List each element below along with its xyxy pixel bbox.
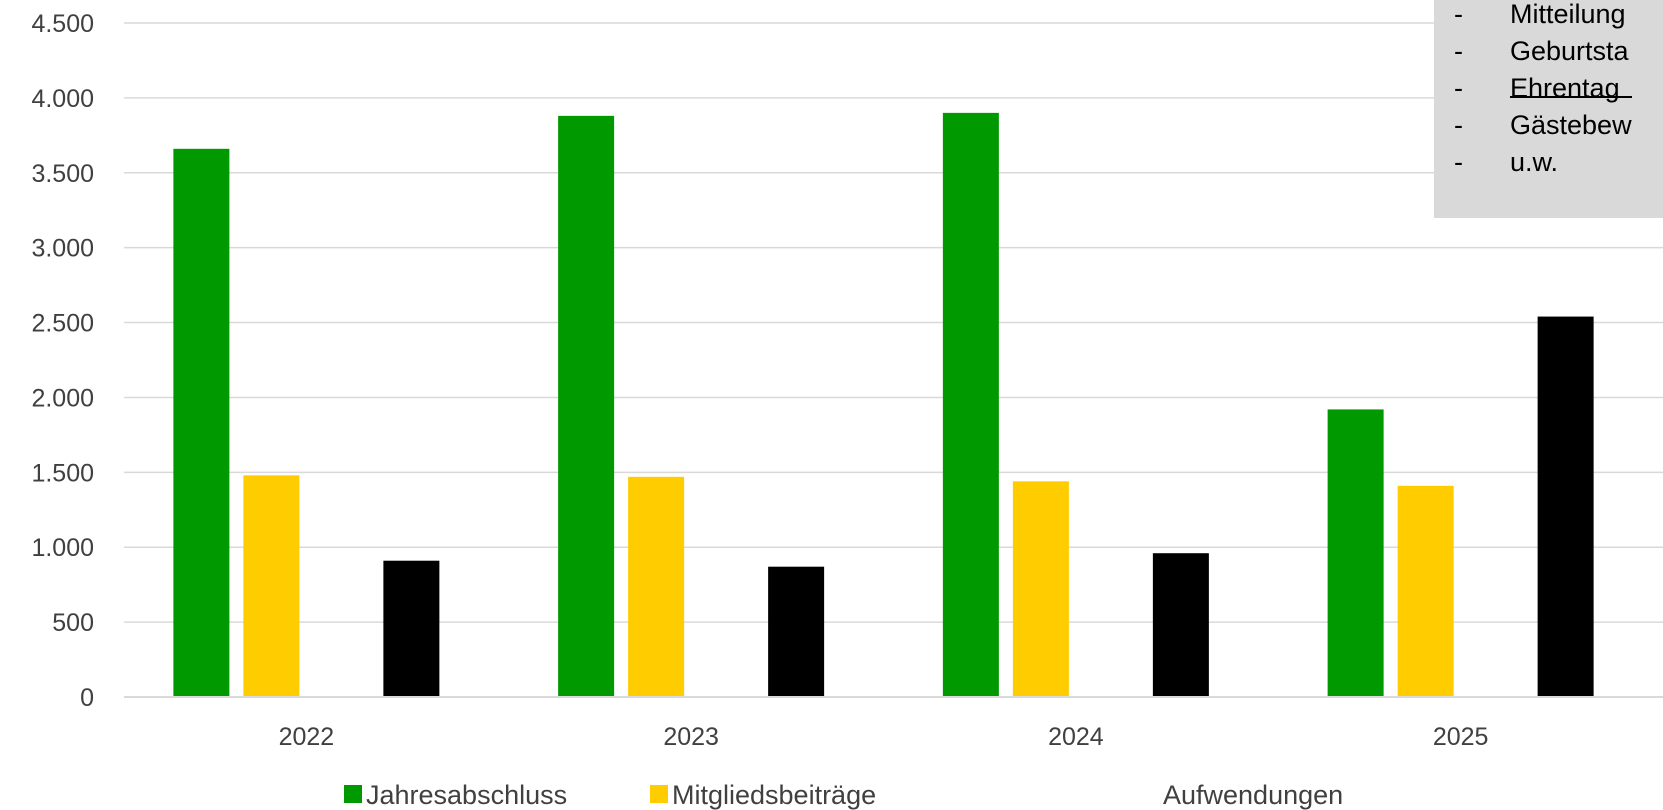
note-dash: - bbox=[1454, 0, 1463, 29]
y-axis: 0 500 1.000 1.500 2.000 2.500 3.000 3.500 4.000 4… bbox=[31, 10, 94, 712]
y-tick-label: 1.000 bbox=[31, 534, 94, 562]
legend-label: Jahresabschluss bbox=[366, 780, 567, 810]
legend-label: Mitgliedsbeiträge bbox=[672, 780, 876, 810]
bar bbox=[243, 475, 300, 697]
note-dash: - bbox=[1454, 147, 1463, 177]
x-tick-label: 2025 bbox=[1433, 723, 1489, 751]
y-tick-label: 3.500 bbox=[31, 160, 94, 188]
y-tick-label: 1.500 bbox=[31, 459, 94, 487]
legend-swatch bbox=[344, 785, 362, 803]
bar bbox=[768, 566, 825, 697]
note-item: - Mitteilung bbox=[1454, 0, 1632, 33]
bar bbox=[1327, 409, 1384, 697]
note-text: Gästebew bbox=[1510, 110, 1632, 140]
bar bbox=[1152, 553, 1209, 697]
text-box: - Mitteilung - Geburtsta - Ehrentag - Gästebew -… bbox=[1434, 0, 1663, 218]
gridlines bbox=[124, 22, 1663, 698]
note-list: - Mitteilung - Geburtsta - Ehrentag - Gästebew -… bbox=[1454, 0, 1632, 181]
note-text: Mitteilung bbox=[1510, 0, 1626, 29]
note-dash: - bbox=[1454, 73, 1463, 103]
bar bbox=[628, 476, 685, 697]
legend-swatch bbox=[650, 785, 668, 803]
strike-line bbox=[1510, 96, 1632, 98]
bar bbox=[1012, 481, 1069, 697]
note-text: Geburtsta bbox=[1510, 36, 1629, 66]
y-tick-label: 4.000 bbox=[31, 85, 94, 113]
x-tick-label: 2023 bbox=[663, 723, 719, 751]
bar bbox=[558, 115, 615, 697]
note-dash: - bbox=[1454, 110, 1463, 140]
note-item: - Ehrentag bbox=[1454, 70, 1632, 107]
note-item: - Geburtsta bbox=[1454, 33, 1632, 70]
x-axis: 2022 2023 2024 2025 bbox=[124, 696, 1663, 751]
y-tick-label: 2.000 bbox=[31, 384, 94, 412]
y-tick-label: 3.000 bbox=[31, 235, 94, 263]
legend-label: Aufwendungen bbox=[1163, 780, 1343, 810]
note-item: - u.w. bbox=[1454, 144, 1632, 181]
note-item: - Gästebew bbox=[1454, 107, 1632, 144]
bar bbox=[1397, 485, 1454, 697]
bar bbox=[383, 560, 440, 697]
y-tick-label: 0 bbox=[80, 684, 94, 712]
note-text: Ehrentag bbox=[1510, 73, 1620, 103]
bar bbox=[1537, 316, 1594, 697]
y-tick-label: 2.500 bbox=[31, 310, 94, 338]
x-tick-label: 2022 bbox=[279, 723, 335, 751]
x-tick-label: 2024 bbox=[1048, 723, 1104, 751]
bar bbox=[942, 112, 999, 697]
note-dash: - bbox=[1454, 36, 1463, 66]
bar bbox=[173, 148, 230, 697]
note-text: u.w. bbox=[1510, 147, 1559, 177]
y-tick-label: 4.500 bbox=[31, 10, 94, 38]
y-tick-label: 500 bbox=[52, 609, 94, 637]
legend: Jahresabschluss Mitgliedsbeiträge Aufwendu… bbox=[344, 780, 1343, 810]
bars bbox=[173, 112, 1594, 697]
